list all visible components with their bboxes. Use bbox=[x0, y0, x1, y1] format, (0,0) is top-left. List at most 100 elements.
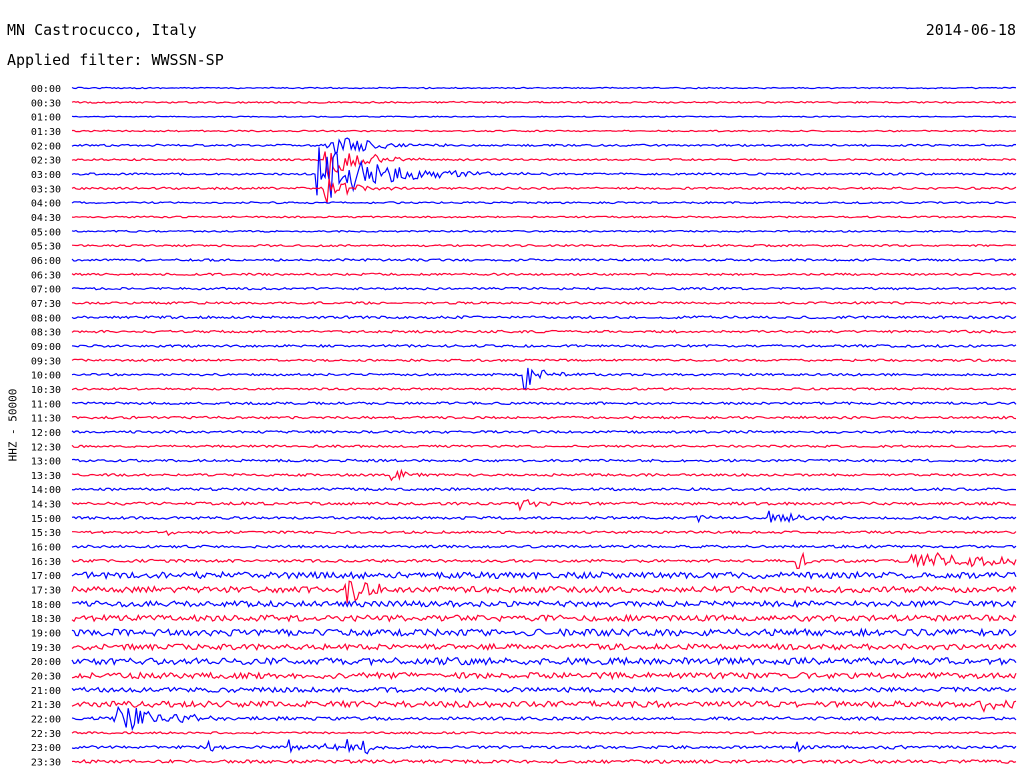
trace-line bbox=[71, 671, 1017, 681]
row-time-label: 17:30 bbox=[31, 586, 61, 597]
row-time-label: 19:30 bbox=[31, 643, 61, 654]
row-time-label: 00:30 bbox=[31, 98, 61, 109]
trace-line bbox=[71, 699, 1017, 713]
row-time-label: 05:30 bbox=[31, 242, 61, 253]
row-time-label: 11:00 bbox=[31, 399, 61, 410]
row-time-label: 20:00 bbox=[31, 657, 61, 668]
trace-line bbox=[71, 498, 1016, 512]
row-time-label: 03:00 bbox=[31, 170, 61, 181]
trace-line bbox=[71, 401, 1017, 406]
row-time-label: 03:30 bbox=[31, 184, 61, 195]
row-time-label: 23:30 bbox=[31, 758, 61, 769]
trace-line bbox=[71, 178, 1017, 204]
trace-line bbox=[71, 147, 1017, 198]
trace-line bbox=[71, 387, 1017, 391]
trace-line bbox=[71, 301, 1017, 305]
trace-line bbox=[71, 705, 1017, 732]
trace-line bbox=[71, 487, 1017, 492]
row-time-label: 10:00 bbox=[31, 371, 61, 382]
row-time-label: 02:30 bbox=[31, 156, 61, 167]
trace-line bbox=[71, 429, 1017, 434]
filter-label: Applied filter: WWSSN-SP bbox=[7, 51, 224, 69]
trace-line bbox=[71, 570, 1017, 581]
row-time-label: 23:00 bbox=[31, 743, 61, 754]
trace-line bbox=[71, 444, 1017, 449]
row-time-label: 08:00 bbox=[31, 313, 61, 324]
row-time-label: 05:00 bbox=[31, 227, 61, 238]
trace-line bbox=[71, 458, 1017, 463]
row-time-label: 21:30 bbox=[31, 700, 61, 711]
trace-line bbox=[71, 86, 1017, 90]
trace-line bbox=[71, 229, 1017, 233]
trace-line bbox=[71, 343, 1017, 348]
row-time-label: 15:30 bbox=[31, 528, 61, 539]
trace-line bbox=[71, 151, 1017, 180]
seismic-traces bbox=[71, 86, 1017, 765]
row-time-label: 18:30 bbox=[31, 614, 61, 625]
row-time-label: 15:00 bbox=[31, 514, 61, 525]
row-time-label: 22:30 bbox=[31, 729, 61, 740]
row-time-label: 07:00 bbox=[31, 285, 61, 296]
station-title: MN Castrocucco, Italy bbox=[7, 21, 197, 39]
trace-line bbox=[71, 272, 1017, 277]
trace-line bbox=[71, 243, 1016, 248]
row-time-label: 09:30 bbox=[31, 356, 61, 367]
trace-line bbox=[71, 367, 1017, 390]
row-time-label: 14:30 bbox=[31, 500, 61, 511]
row-time-label: 01:30 bbox=[31, 127, 61, 138]
trace-line bbox=[71, 551, 1017, 570]
trace-line bbox=[71, 200, 1017, 205]
row-time-label: 07:30 bbox=[31, 299, 61, 310]
trace-line bbox=[71, 100, 1017, 104]
row-time-label: 10:30 bbox=[31, 385, 61, 396]
trace-line bbox=[71, 286, 1017, 291]
trace-line bbox=[71, 599, 1017, 609]
row-time-label: 09:00 bbox=[31, 342, 61, 353]
row-labels: 00:00 00:30 01:00 01:30 02:00 02:30 03:00 03:30… bbox=[31, 84, 61, 769]
trace-line bbox=[71, 739, 1017, 755]
row-time-label: 18:00 bbox=[31, 600, 61, 611]
row-time-label: 12:30 bbox=[31, 442, 61, 453]
row-time-label: 16:30 bbox=[31, 557, 61, 568]
row-time-label: 12:00 bbox=[31, 428, 61, 439]
row-time-label: 06:00 bbox=[31, 256, 61, 267]
trace-line bbox=[71, 415, 1017, 420]
trace-line bbox=[72, 129, 1017, 133]
row-time-label: 06:30 bbox=[31, 270, 61, 281]
trace-line bbox=[71, 115, 1016, 118]
row-time-label: 13:30 bbox=[31, 471, 61, 482]
trace-line bbox=[71, 358, 1017, 363]
row-time-label: 19:00 bbox=[31, 629, 61, 640]
trace-line bbox=[71, 642, 1017, 652]
trace-line bbox=[71, 137, 1017, 154]
trace-line bbox=[71, 215, 1016, 219]
trace-line bbox=[71, 580, 1017, 604]
trace-line bbox=[71, 686, 1017, 694]
trace-line bbox=[71, 329, 1017, 334]
row-time-label: 17:00 bbox=[31, 571, 61, 582]
row-time-label: 16:00 bbox=[31, 543, 61, 554]
row-time-label: 22:00 bbox=[31, 715, 61, 726]
row-time-label: 00:00 bbox=[31, 84, 61, 95]
trace-line bbox=[71, 656, 1017, 667]
trace-line bbox=[71, 468, 1017, 482]
row-time-label: 04:00 bbox=[31, 199, 61, 210]
row-time-label: 01:00 bbox=[31, 113, 61, 124]
row-time-label: 11:30 bbox=[31, 414, 61, 425]
trace-line bbox=[72, 530, 1017, 537]
trace-line bbox=[71, 315, 1017, 320]
trace-line bbox=[71, 510, 1017, 524]
trace-line bbox=[71, 613, 1017, 623]
row-time-label: 02:00 bbox=[31, 141, 61, 152]
trace-line bbox=[71, 544, 1017, 549]
trace-line bbox=[71, 258, 1017, 262]
row-time-label: 20:30 bbox=[31, 672, 61, 683]
trace-line bbox=[71, 627, 1017, 638]
row-time-label: 08:30 bbox=[31, 328, 61, 339]
recording-date: 2014-06-18 bbox=[925, 21, 1016, 39]
trace-line bbox=[71, 731, 1017, 735]
row-time-label: 21:00 bbox=[31, 686, 61, 697]
row-time-label: 14:00 bbox=[31, 485, 61, 496]
row-time-label: 04:30 bbox=[31, 213, 61, 224]
